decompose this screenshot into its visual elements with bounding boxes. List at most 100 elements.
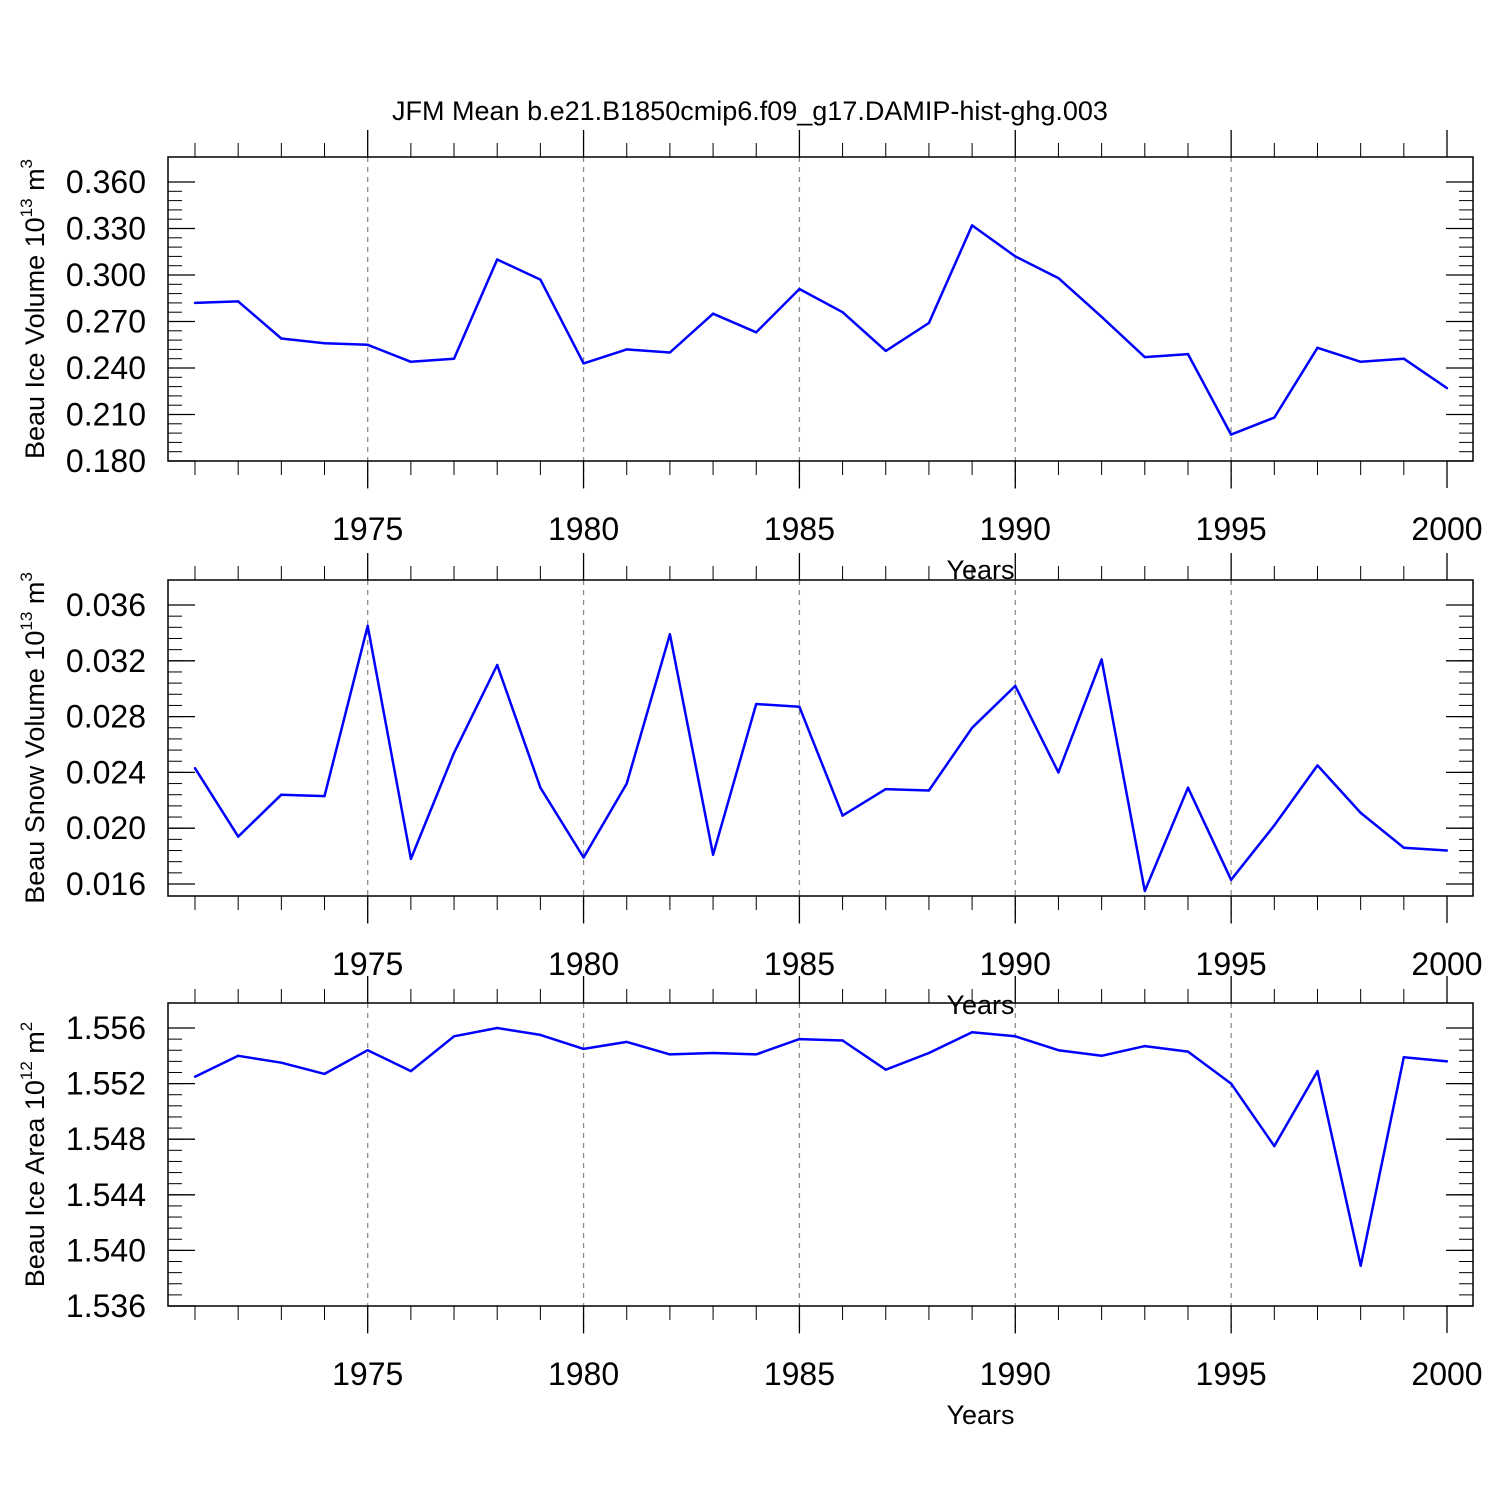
data-point [711,1051,715,1055]
data-point [496,1026,499,1030]
data-point [366,1049,369,1052]
data-point [1445,386,1449,390]
data-point [1229,433,1233,436]
data-point [323,794,326,798]
y-axis-title-unit-exponent: 3 [17,572,36,581]
data-point [366,343,369,346]
y-axis-title-unit-exponent: 3 [17,159,36,168]
data-point [668,1053,672,1056]
x-axis-title: Years [946,1400,1014,1430]
data-point [236,1054,240,1058]
ytick-label: 0.210 [66,397,146,433]
xtick-label: 2000 [1411,511,1482,547]
xtick-label: 1985 [764,1356,835,1392]
data-point [884,787,887,791]
data-point [625,1040,628,1044]
data-point [1229,1082,1233,1085]
data-point [1402,1055,1406,1059]
xtick-label: 1980 [548,1356,619,1392]
data-point [884,349,887,353]
y-axis-title-unit: m [20,1031,50,1061]
ytick-label: 0.360 [66,164,146,200]
data-point [280,1061,283,1064]
xtick-label: 1985 [764,511,835,547]
y-axis-title-unit: m [20,582,50,612]
y-axis-title-unit-exponent: 2 [17,1022,36,1031]
data-point [970,1030,974,1034]
data-point [1359,811,1362,815]
data-point [409,1069,413,1073]
data-point [193,1075,197,1078]
y-axis-title-text: Beau Ice Volume 10 [20,217,50,459]
data-point [927,1051,931,1055]
data-point [1014,684,1017,688]
chart-panel-ice-volume: 0.360 0.330 0.300 0.270 0.240 0.210 0.180 1975 1… [17,130,1483,585]
data-point [1057,771,1060,774]
data-line-ice-area [194,1026,1448,1267]
data-point [280,337,283,340]
data-point [1186,786,1190,789]
data-point [193,767,197,770]
data-point [1229,878,1233,882]
data-point [927,789,931,792]
data-point [668,351,672,354]
ytick-label: 1.556 [66,1010,146,1046]
data-point [798,1037,801,1041]
data-point [496,258,499,261]
data-point [1186,1050,1190,1053]
ytick-label: 0.032 [66,643,146,679]
ytick-label: 0.330 [66,211,146,247]
data-point [1143,1044,1146,1048]
plot-frame [167,156,1474,462]
data-point [539,278,542,281]
data-point [755,331,758,334]
data-point [539,1033,542,1037]
data-point [1014,1035,1017,1038]
data-line-ice-volume [194,224,1448,436]
data-point [625,782,628,785]
data-line-snow-volume [193,624,1448,893]
plot-frame [167,1002,1474,1307]
data-point [841,311,844,314]
data-point [625,348,628,351]
data-point [884,1068,887,1071]
data-point [841,814,844,817]
y-axis-title-text: Beau Ice Area 10 [20,1080,50,1287]
data-point [711,853,715,856]
y-axis-title: Beau Ice Volume 1013 m3 [17,159,50,459]
ytick-label: 0.240 [66,350,146,386]
data-point [409,360,413,363]
data-point [1143,355,1146,359]
ytick-label: 1.548 [66,1121,146,1157]
xtick-label: 1990 [980,511,1051,547]
y-axis-title-unit: m [20,168,50,198]
data-point [236,300,240,303]
data-point [323,1072,326,1076]
data-point [970,726,974,729]
data-point [1057,276,1060,280]
ytick-label: 0.020 [66,810,146,846]
data-point [755,1053,758,1056]
data-point [1014,255,1017,258]
y-axis-title-text: Beau Snow Volume 10 [20,631,50,904]
data-point [1273,1144,1276,1148]
xtick-label: 1980 [548,511,619,547]
data-point [1316,1069,1319,1073]
ytick-label: 1.540 [66,1232,146,1268]
y-axis-title: Beau Snow Volume 1013 m3 [17,572,50,904]
data-point [452,357,456,360]
data-point [711,312,715,315]
data-point [1445,1060,1449,1063]
figure-title: JFM Mean b.e21.B1850cmip6.f09_g17.DAMIP-… [392,96,1108,126]
data-point [841,1039,844,1042]
ytick-label: 0.028 [66,699,146,735]
xtick-label: 1995 [1196,511,1267,547]
ytick-label: 0.300 [66,257,146,293]
data-point [1273,824,1276,827]
x-axis-title: Years [946,990,1014,1020]
y-axis-title: Beau Ice Area 1012 m2 [17,1022,50,1288]
data-point [1100,315,1103,319]
data-point [1316,764,1319,767]
data-point [366,624,369,628]
